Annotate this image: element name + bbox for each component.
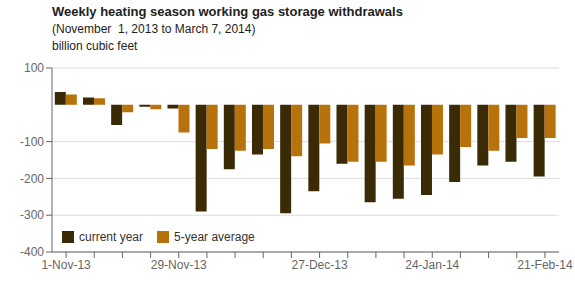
html-text:(November 1, 2013 to March 7,: (November 1, 2013 to March 7, 2014) [52, 22, 256, 36]
svg-text:27-Dec-13: 27-Dec-13 [292, 258, 348, 272]
svg-text:29-Nov-13: 29-Nov-13 [151, 258, 207, 272]
svg-text:1-Nov-13: 1-Nov-13 [41, 258, 91, 272]
svg-text:24-Jan-14: 24-Jan-14 [405, 258, 459, 272]
html-text:5-year average: 5-year average [174, 230, 255, 244]
svg-text:-300: -300 [20, 208, 44, 222]
svg-text:-100: -100 [20, 135, 44, 149]
svg-text:100: 100 [24, 61, 44, 75]
svg-text:21-Feb-14: 21-Feb-14 [517, 258, 567, 272]
html-text:Weekly heating season working: Weekly heating season working gas storag… [52, 4, 403, 19]
html-text:current year: current year [79, 230, 143, 244]
svg-text:-200: -200 [20, 172, 44, 186]
html-text:billion cubic feet: billion cubic feet [52, 39, 138, 53]
svg-text:-400: -400 [20, 245, 44, 259]
